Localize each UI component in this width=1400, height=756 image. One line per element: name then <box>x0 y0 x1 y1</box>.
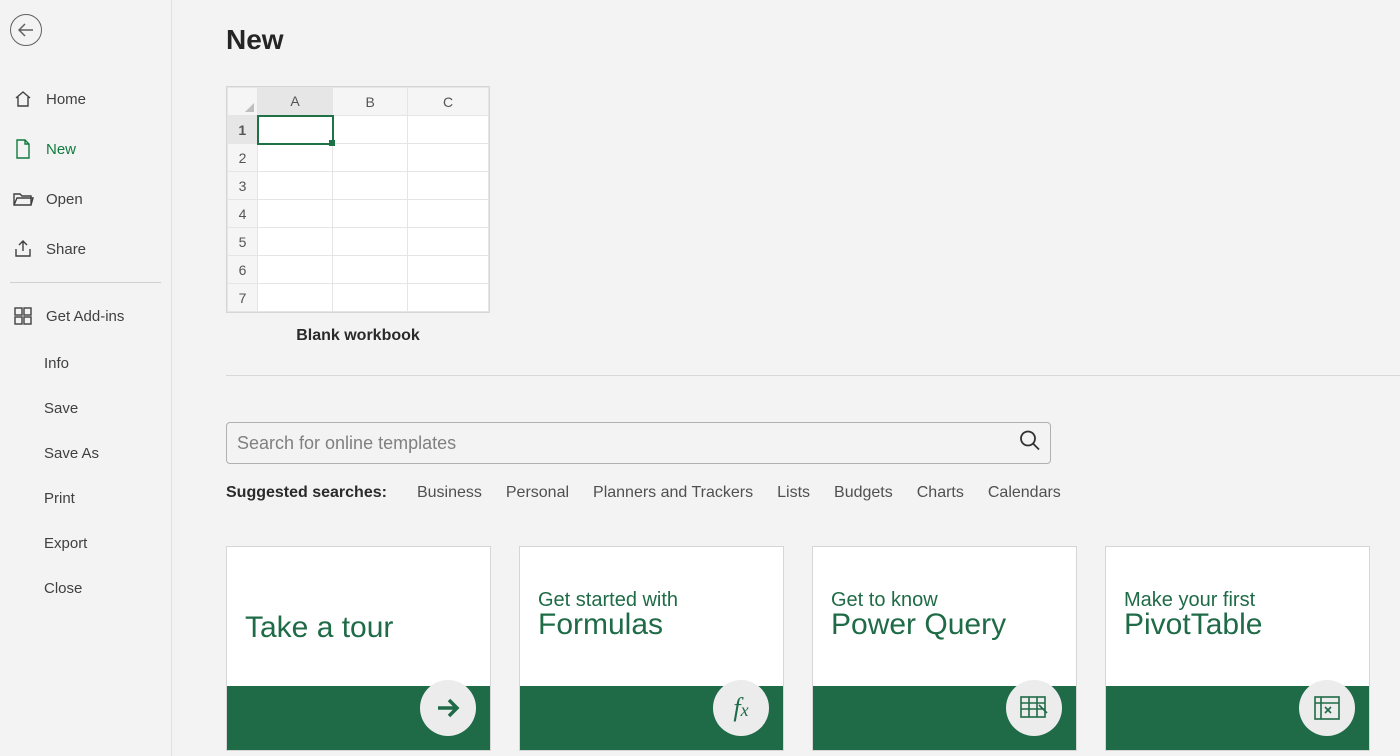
template-search-input[interactable] <box>226 422 1051 464</box>
arrow-left-icon <box>18 23 34 37</box>
template-cards-row: Take a tour Welcome to Excel Get started… <box>226 546 1400 756</box>
page-title: New <box>226 24 1400 56</box>
sidebar-item-export[interactable]: Export <box>0 521 171 566</box>
sidebar-item-label: Save As <box>44 445 99 462</box>
template-welcome[interactable]: Take a tour Welcome to Excel <box>226 546 491 756</box>
back-button[interactable] <box>10 14 42 46</box>
suggested-link-calendars[interactable]: Calendars <box>988 484 1061 502</box>
sidebar-item-label: New <box>46 141 76 158</box>
sidebar-item-label: Get Add-ins <box>46 308 124 325</box>
share-icon <box>12 238 34 260</box>
pivot-icon <box>1299 680 1355 736</box>
sidebar-item-home[interactable]: Home <box>0 74 171 124</box>
sidebar-item-print[interactable]: Print <box>0 476 171 521</box>
suggested-link-lists[interactable]: Lists <box>777 484 810 502</box>
search-icon[interactable] <box>1019 430 1041 457</box>
sidebar-item-open[interactable]: Open <box>0 174 171 224</box>
suggested-label: Suggested searches: <box>226 484 387 502</box>
suggested-link-budgets[interactable]: Budgets <box>834 484 893 502</box>
sidebar-item-info[interactable]: Info <box>0 341 171 386</box>
template-pivot[interactable]: Make your first PivotTable PivotTable tu… <box>1105 546 1370 756</box>
arrow-right-icon <box>420 680 476 736</box>
addins-icon <box>12 305 34 327</box>
suggested-link-business[interactable]: Business <box>417 484 482 502</box>
suggested-link-planners[interactable]: Planners and Trackers <box>593 484 753 502</box>
sidebar-divider <box>10 282 161 283</box>
template-thumbnail: Get to know Power Query <box>812 546 1077 751</box>
backstage-sidebar: Home New Open Share Get Add-ins Info Sav… <box>0 0 172 756</box>
sidebar-item-label: Close <box>44 580 82 597</box>
sidebar-item-label: Save <box>44 400 78 417</box>
template-thumbnail: Get started with Formulas fx <box>519 546 784 751</box>
sidebar-item-addins[interactable]: Get Add-ins <box>0 291 171 341</box>
table-query-icon <box>1006 680 1062 736</box>
sidebar-item-saveas[interactable]: Save As <box>0 431 171 476</box>
main-panel: New A B C 1 2 3 4 5 6 7 Blank workbook <box>172 0 1400 756</box>
suggested-searches: Suggested searches: Business Personal Pl… <box>226 484 1400 502</box>
sidebar-item-label: Open <box>46 191 83 208</box>
blank-workbook-label: Blank workbook <box>226 327 490 345</box>
blank-workbook-thumbnail: A B C 1 2 3 4 5 6 7 <box>226 86 490 313</box>
sidebar-item-label: Home <box>46 91 86 108</box>
blank-workbook-tile[interactable]: A B C 1 2 3 4 5 6 7 Blank workbook <box>226 86 490 345</box>
template-formula[interactable]: Get started with Formulas fx Formula tut… <box>519 546 784 756</box>
sidebar-item-save[interactable]: Save <box>0 386 171 431</box>
section-divider <box>226 375 1400 376</box>
folder-open-icon <box>12 188 34 210</box>
template-thumbnail: Take a tour <box>226 546 491 751</box>
home-icon <box>12 88 34 110</box>
sidebar-item-label: Export <box>44 535 87 552</box>
sidebar-item-label: Info <box>44 355 69 372</box>
fx-icon: fx <box>713 680 769 736</box>
sidebar-item-share[interactable]: Share <box>0 224 171 274</box>
sidebar-item-new[interactable]: New <box>0 124 171 174</box>
suggested-link-personal[interactable]: Personal <box>506 484 569 502</box>
template-powerquery[interactable]: Get to know Power Query Power Query tuto… <box>812 546 1077 756</box>
sidebar-item-close[interactable]: Close <box>0 566 171 611</box>
template-search <box>226 422 1051 464</box>
file-icon <box>12 138 34 160</box>
sidebar-item-label: Print <box>44 490 75 507</box>
suggested-link-charts[interactable]: Charts <box>917 484 964 502</box>
template-thumbnail: Make your first PivotTable <box>1105 546 1370 751</box>
sidebar-item-label: Share <box>46 241 86 258</box>
